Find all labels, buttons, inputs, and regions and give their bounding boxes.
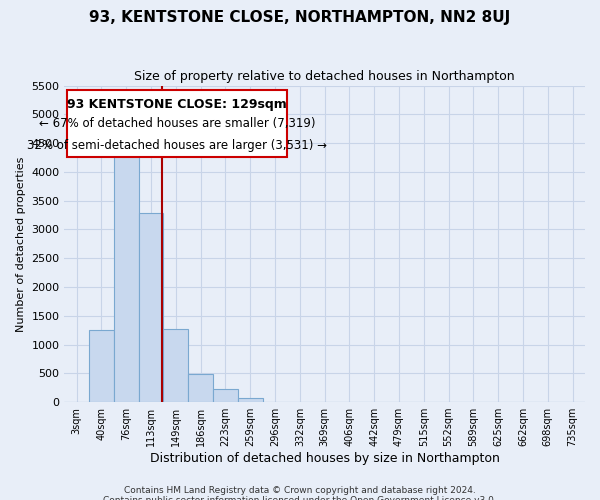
Bar bbox=[188, 374, 213, 402]
Bar bbox=[139, 214, 163, 402]
Text: ← 67% of detached houses are smaller (7,319): ← 67% of detached houses are smaller (7,… bbox=[39, 117, 316, 130]
Text: Contains HM Land Registry data © Crown copyright and database right 2024.: Contains HM Land Registry data © Crown c… bbox=[124, 486, 476, 495]
Bar bbox=[89, 330, 114, 402]
Bar bbox=[213, 389, 238, 402]
Bar bbox=[67, 90, 287, 158]
X-axis label: Distribution of detached houses by size in Northampton: Distribution of detached houses by size … bbox=[149, 452, 500, 465]
Title: Size of property relative to detached houses in Northampton: Size of property relative to detached ho… bbox=[134, 70, 515, 83]
Bar bbox=[114, 153, 139, 402]
Text: Contains public sector information licensed under the Open Government Licence v3: Contains public sector information licen… bbox=[103, 496, 497, 500]
Bar bbox=[238, 398, 263, 402]
Bar bbox=[163, 329, 188, 402]
Y-axis label: Number of detached properties: Number of detached properties bbox=[16, 156, 26, 332]
Text: 32% of semi-detached houses are larger (3,531) →: 32% of semi-detached houses are larger (… bbox=[27, 139, 327, 152]
Text: 93 KENTSTONE CLOSE: 129sqm: 93 KENTSTONE CLOSE: 129sqm bbox=[67, 98, 287, 111]
Text: 93, KENTSTONE CLOSE, NORTHAMPTON, NN2 8UJ: 93, KENTSTONE CLOSE, NORTHAMPTON, NN2 8U… bbox=[89, 10, 511, 25]
